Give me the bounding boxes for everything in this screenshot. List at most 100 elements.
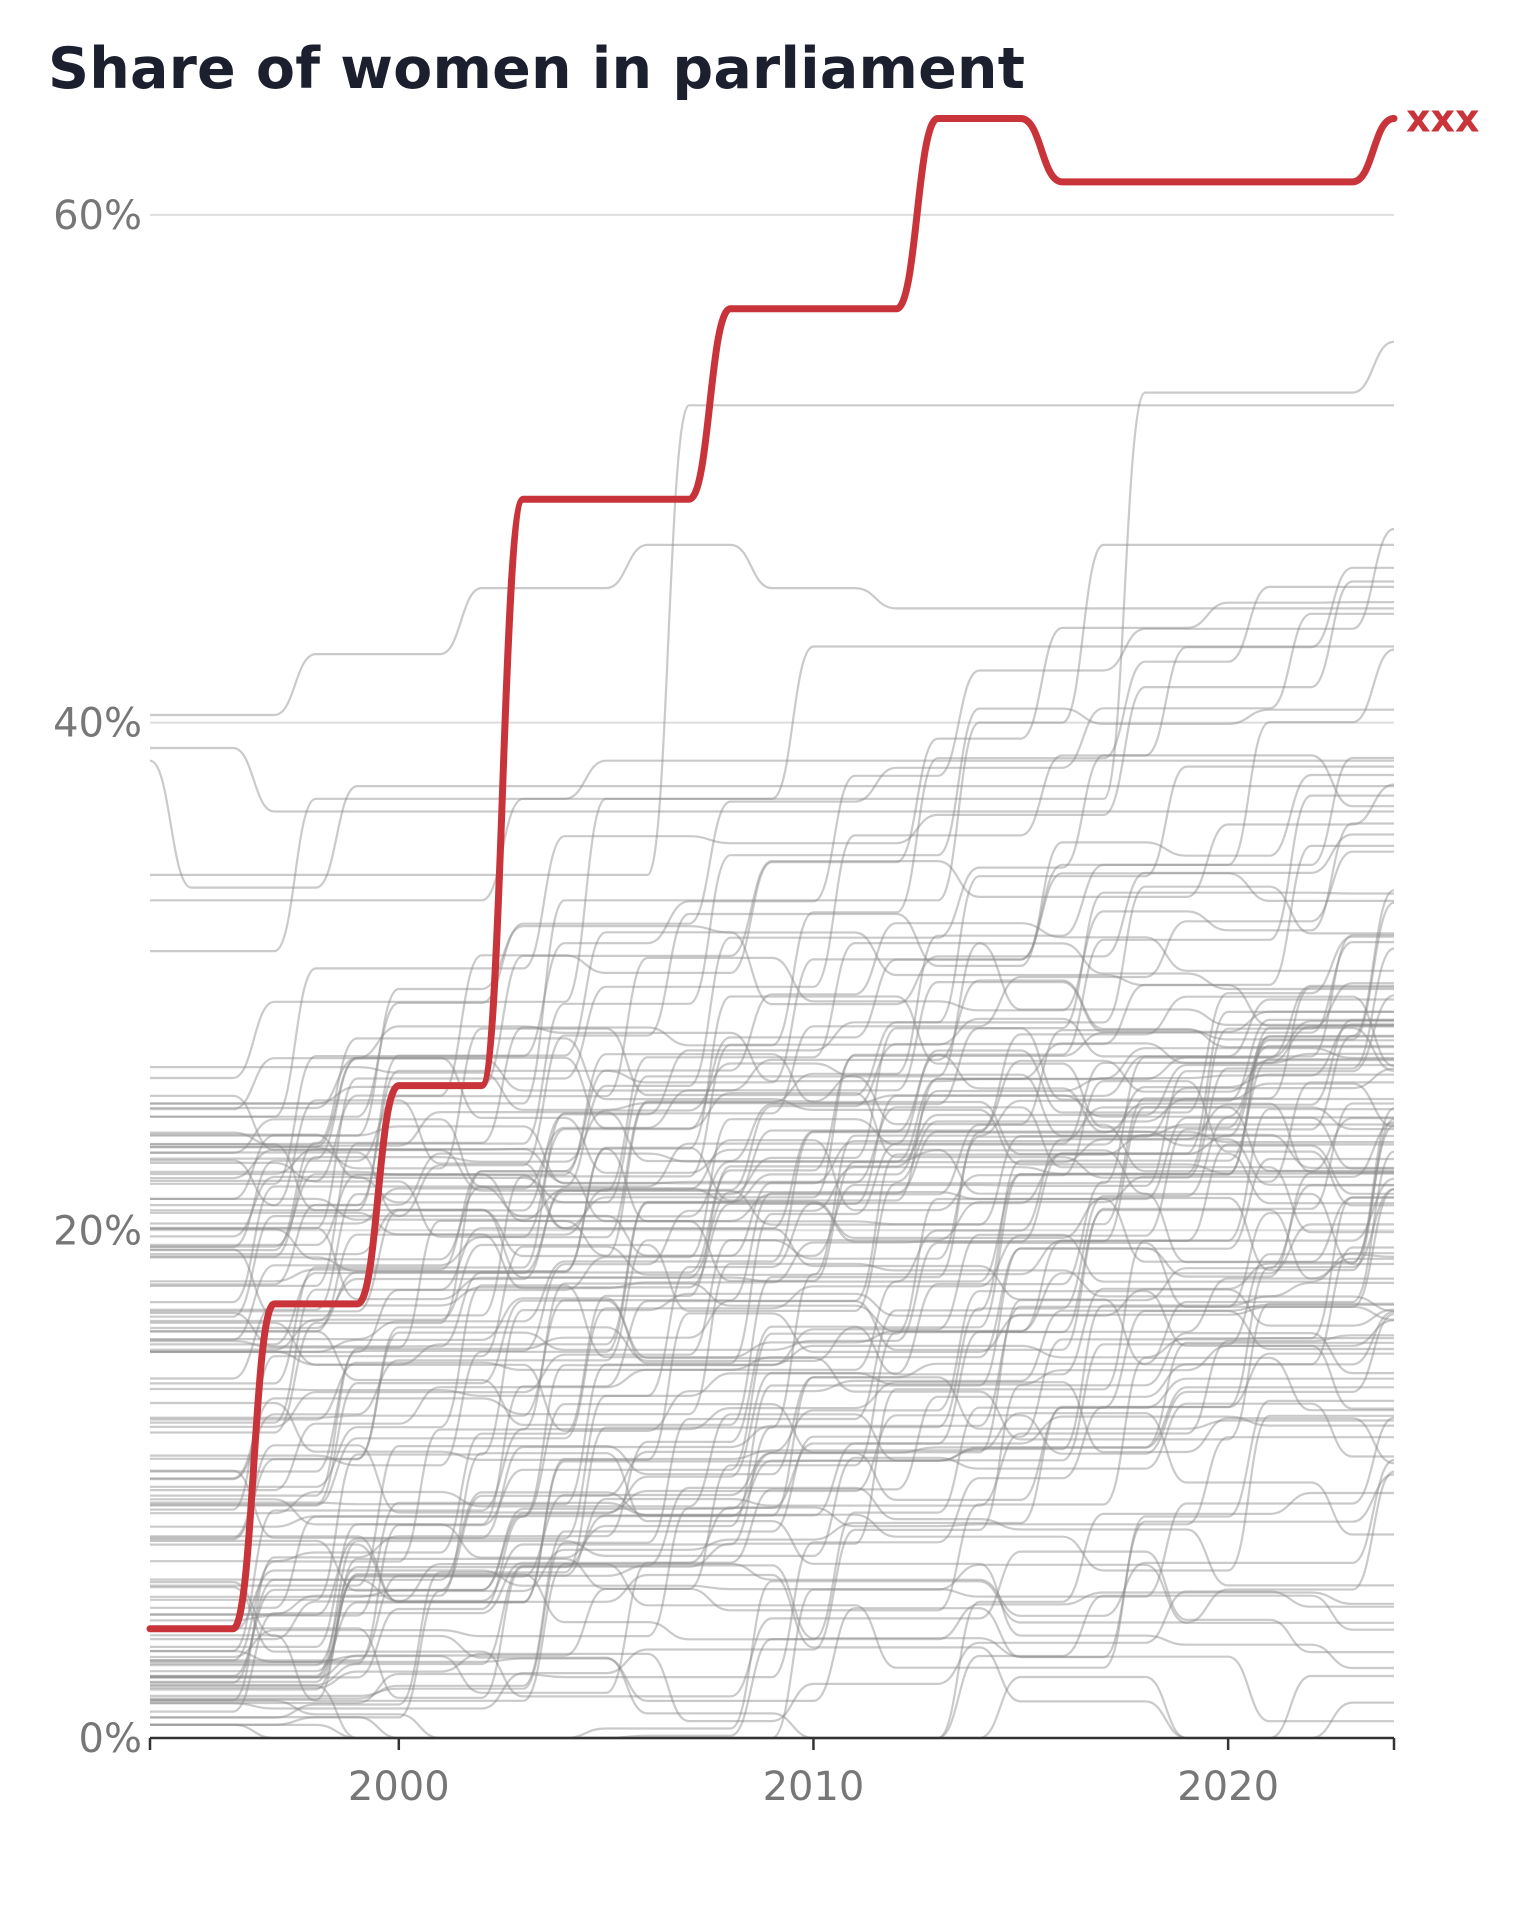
country-line: [149, 1053, 1394, 1176]
country-line: [149, 340, 1395, 902]
country-line: [150, 934, 1394, 1317]
country-line: [150, 1044, 1394, 1118]
country-line: [150, 585, 1394, 1252]
background-series: [149, 340, 1395, 1740]
country-line: [150, 1341, 1394, 1679]
country-line: [150, 756, 1394, 1258]
country-line: [150, 947, 1395, 1179]
country-line: [149, 1133, 1394, 1497]
country-line: [150, 1059, 1394, 1366]
country-line: [149, 1081, 1394, 1617]
country-line: [150, 543, 1394, 1105]
country-line: [149, 1184, 1394, 1609]
country-line: [150, 901, 1395, 1238]
highlight-line: [146, 114, 1398, 1633]
country-line: [150, 1295, 1395, 1679]
country-line: [150, 580, 1394, 1118]
axes: 0% 20% 40% 60% 2000 2010 2020: [53, 193, 1396, 1810]
country-line: [149, 1027, 1395, 1311]
country-line: [149, 648, 1395, 1238]
country-line: [150, 404, 1394, 877]
highlight-label: xxx: [1406, 96, 1480, 140]
country-line: [150, 1399, 1394, 1669]
country-line: [149, 1034, 1394, 1507]
country-line: [150, 707, 1394, 1288]
x-tick-label: 2010: [763, 1764, 865, 1810]
country-line: [150, 1334, 1394, 1683]
country-line: [150, 1233, 1394, 1528]
country-line: [150, 1253, 1395, 1515]
country-line: [150, 1106, 1394, 1185]
country-line: [150, 1138, 1395, 1283]
country-line: [150, 1209, 1394, 1679]
country-line: [149, 1097, 1394, 1201]
country-line: [150, 935, 1394, 1188]
country-line: [149, 1073, 1394, 1354]
country-line: [149, 1149, 1394, 1304]
country-line: [149, 844, 1394, 1221]
x-tick-label: 2020: [1177, 1764, 1279, 1810]
country-line: [149, 889, 1395, 1460]
country-line: [150, 754, 1394, 1261]
country-line: [150, 1310, 1395, 1694]
country-line: [150, 1309, 1394, 1691]
country-line: [149, 1152, 1394, 1397]
country-line: [150, 1288, 1395, 1601]
country-line: [150, 979, 1394, 1149]
country-line: [149, 982, 1394, 1473]
y-tick-label: 40%: [53, 701, 142, 747]
country-line: [150, 1262, 1394, 1480]
country-line: [150, 1336, 1394, 1700]
country-line: [149, 601, 1394, 1183]
country-line: [149, 645, 1394, 1080]
country-line: [150, 1130, 1394, 1419]
country-line: [150, 1018, 1394, 1283]
country-line: [150, 986, 1394, 1226]
country-line: [149, 1402, 1394, 1678]
country-line: [149, 1102, 1394, 1526]
country-line: [149, 1352, 1394, 1705]
country-line: [150, 924, 1394, 1137]
country-line: [150, 1436, 1394, 1713]
country-line: [149, 1037, 1394, 1175]
country-line: [149, 746, 1394, 813]
country-line: [149, 527, 1395, 1185]
country-line: [150, 1414, 1394, 1622]
country-line: [149, 1026, 1395, 1492]
country-line: [150, 1386, 1394, 1673]
country-line: [150, 1080, 1394, 1333]
country-line: [150, 1102, 1394, 1426]
country-line: [150, 995, 1394, 1330]
country-line: [150, 1171, 1394, 1648]
country-line: [149, 1188, 1395, 1462]
country-line: [150, 1056, 1395, 1264]
country-line: [150, 1412, 1394, 1604]
country-line: [150, 1356, 1394, 1701]
country-line: [150, 1150, 1395, 1587]
country-line: [150, 1116, 1394, 1603]
country-line: [150, 1331, 1394, 1710]
country-line: [150, 984, 1394, 1111]
country-line: [150, 1452, 1394, 1670]
country-line: [149, 1157, 1394, 1421]
country-line: [149, 1042, 1394, 1286]
country-line: [149, 1313, 1395, 1539]
country-line: [149, 1063, 1394, 1563]
country-line: [150, 941, 1394, 1192]
country-line: [149, 1121, 1395, 1428]
country-line: [149, 1344, 1394, 1678]
country-line: [149, 1107, 1395, 1702]
country-line: [150, 1590, 1394, 1723]
country-line: [150, 1376, 1394, 1684]
country-line: [150, 1116, 1394, 1665]
country-line: [150, 1067, 1395, 1481]
country-line: [150, 1223, 1394, 1488]
country-line: [150, 940, 1394, 1348]
country-line: [150, 1106, 1394, 1290]
country-line: [149, 1303, 1394, 1433]
country-line: [149, 1486, 1394, 1687]
highlight-series: xxx: [146, 96, 1480, 1633]
y-tick-label: 20%: [53, 1208, 142, 1254]
country-line: [150, 1177, 1395, 1699]
country-line: [150, 1106, 1394, 1257]
